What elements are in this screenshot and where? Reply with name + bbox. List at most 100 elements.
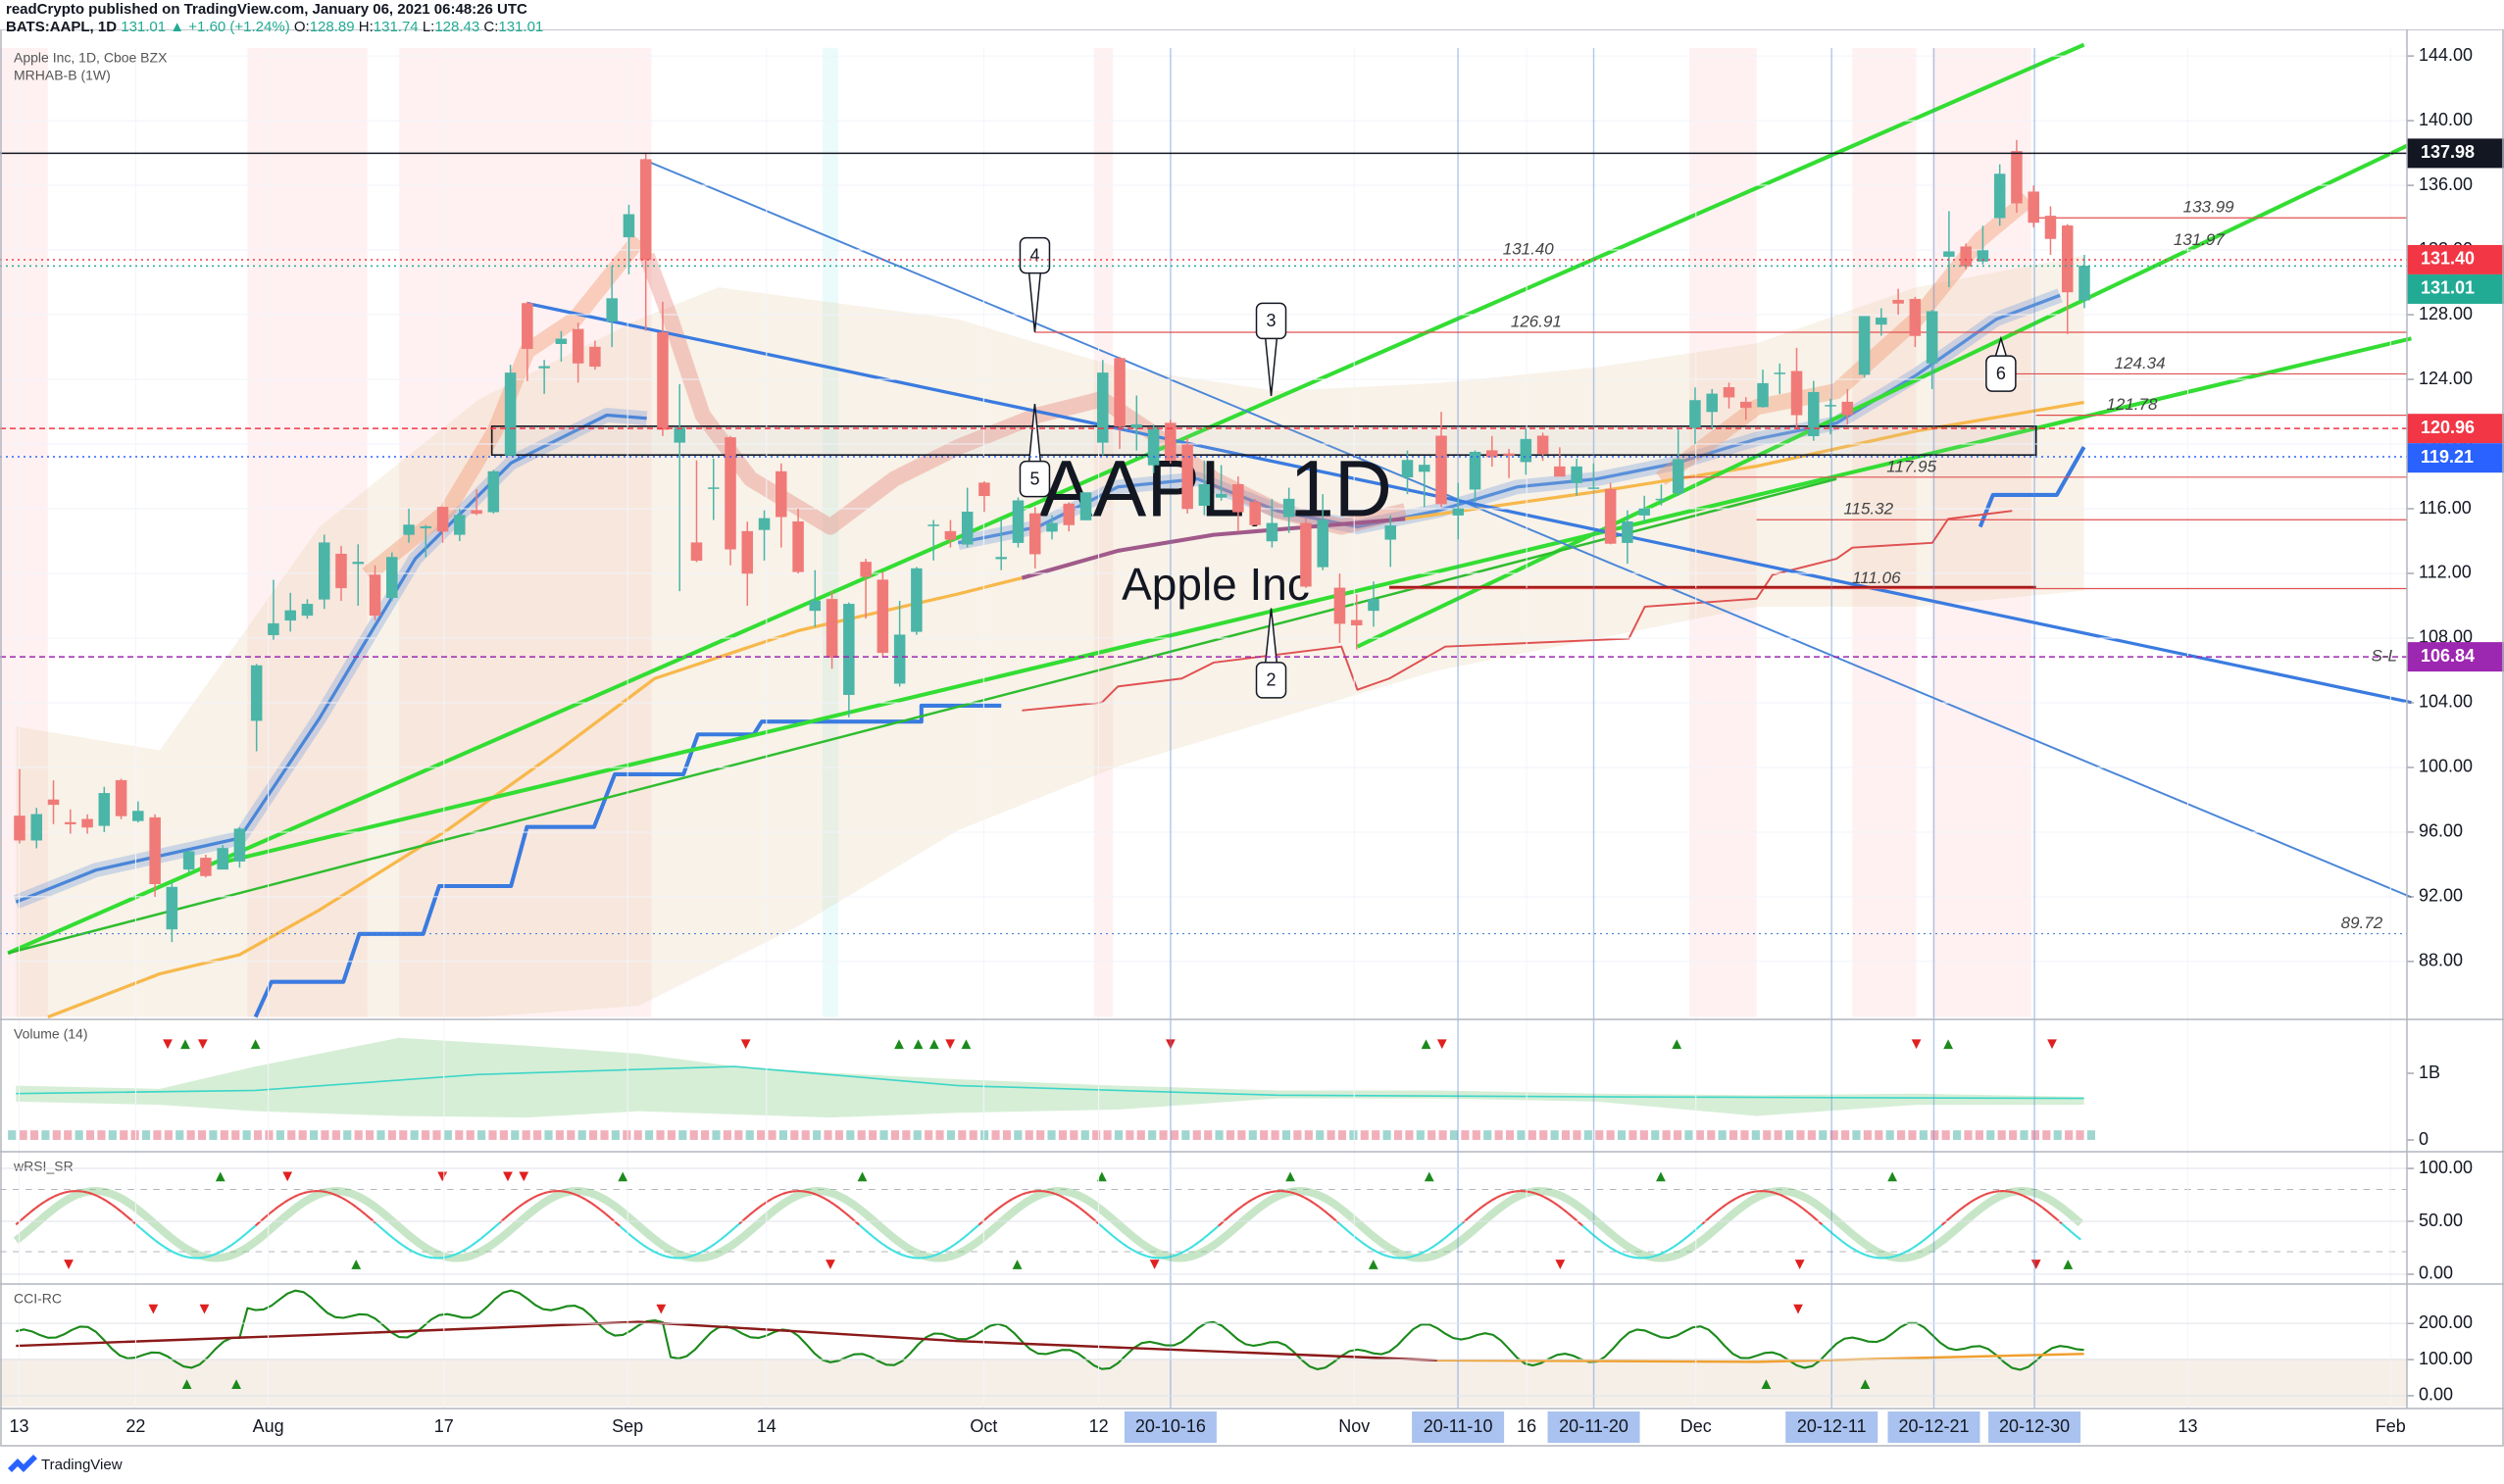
rsi-line — [25, 1211, 31, 1217]
candle-body — [436, 507, 449, 532]
rsi-line — [1931, 1228, 1938, 1235]
rsi-line — [1749, 1190, 1756, 1194]
candle-body — [369, 574, 381, 617]
date-tag-box — [1124, 1411, 1217, 1443]
rsi-line — [1165, 1256, 1172, 1260]
candle-body — [284, 610, 296, 621]
rsi-line — [355, 1206, 362, 1212]
rsi-line — [1213, 1224, 1220, 1231]
candle-body — [504, 372, 517, 456]
y-tick-label: 0.00 — [2419, 1385, 2453, 1405]
rsi-line — [829, 1201, 836, 1207]
y-tick-label: 96.00 — [2419, 821, 2463, 841]
volume-strip — [1639, 1130, 1648, 1140]
volume-strip — [321, 1130, 329, 1140]
ma-line — [15, 413, 647, 904]
candle-body — [690, 542, 703, 562]
rsi-line — [767, 1197, 774, 1203]
candle-body — [132, 811, 144, 821]
rsi-line — [1027, 1190, 1032, 1194]
signal-marker — [1793, 1304, 1803, 1314]
rsi-line — [499, 1217, 506, 1224]
rsi-line — [1965, 1201, 1972, 1207]
rsi-line — [580, 1196, 587, 1201]
rsi-line — [1553, 1201, 1560, 1208]
rsi-line — [1299, 1194, 1306, 1199]
rsi-line — [892, 1249, 898, 1255]
rsi-line — [1610, 1247, 1617, 1253]
rsi-line — [1112, 1235, 1119, 1241]
candle-body — [657, 331, 669, 430]
candle-body — [318, 542, 330, 600]
volume-strip — [980, 1130, 989, 1140]
rsi-line — [1045, 1190, 1051, 1194]
rsi-line — [29, 1208, 36, 1213]
rsi-line — [1629, 1256, 1636, 1260]
rsi-line — [1807, 1211, 1814, 1217]
volume-strip — [1126, 1130, 1134, 1140]
volume-strip — [1986, 1130, 1995, 1140]
rsi-line — [1462, 1217, 1469, 1224]
rsi-line — [1955, 1208, 1962, 1214]
candle-body — [522, 303, 533, 349]
volume-strip — [778, 1130, 787, 1140]
volume-strip — [846, 1130, 855, 1140]
candle-body — [1350, 619, 1363, 626]
volume-strip — [1573, 1130, 1581, 1140]
price-tag — [2407, 138, 2504, 169]
volume-strip — [946, 1130, 956, 1140]
candle-body — [1368, 599, 1379, 612]
rsi-line — [772, 1195, 778, 1200]
candle-body — [725, 437, 736, 550]
rsi-line — [39, 1201, 46, 1207]
volume-strip — [1281, 1130, 1291, 1140]
rsi-line — [298, 1192, 304, 1196]
rsi-line — [1994, 1190, 2000, 1193]
volume-strip — [656, 1130, 665, 1140]
rsi-line — [1356, 1238, 1364, 1244]
volume-strip — [1875, 1130, 1883, 1140]
rsi-line — [566, 1191, 573, 1195]
callout-pointer — [1027, 271, 1042, 332]
signal-marker — [1285, 1171, 1295, 1182]
rsi-line — [1797, 1204, 1804, 1210]
rsi-line — [383, 1230, 391, 1237]
rsi-line — [202, 1256, 208, 1260]
volume-strip — [97, 1130, 106, 1140]
date-tag-box — [1785, 1411, 1878, 1443]
rsi-line — [129, 1218, 137, 1225]
volume-strip — [813, 1130, 822, 1140]
volume-strip — [1617, 1130, 1627, 1140]
candle-body — [115, 779, 127, 816]
volume-strip — [1953, 1130, 1962, 1140]
volume-strip — [1807, 1130, 1816, 1140]
rsi-line — [863, 1228, 870, 1234]
rsi-line — [1811, 1215, 1819, 1221]
rsi-line — [1658, 1251, 1665, 1256]
candle-body — [2061, 225, 2074, 293]
rsi-line — [2061, 1222, 2068, 1229]
rsi-line — [207, 1254, 213, 1259]
date-tag-box — [1988, 1411, 2081, 1443]
volume-strip — [1327, 1130, 1335, 1140]
volume-strip — [623, 1130, 631, 1140]
rsi-line — [1673, 1242, 1679, 1249]
rsi-line — [1678, 1239, 1684, 1245]
candle-body — [2028, 191, 2039, 223]
candle-body — [708, 487, 720, 489]
candle-body — [1503, 453, 1515, 456]
date-tag: 20-11-10 — [1424, 1416, 1493, 1436]
rsi-line — [393, 1238, 400, 1244]
candle-body — [1638, 508, 1650, 516]
rsi-line — [681, 1256, 687, 1260]
volume-strip — [2076, 1130, 2084, 1140]
rsi-line — [1231, 1209, 1238, 1214]
signal-marker — [1149, 1260, 1160, 1269]
rsi-line — [92, 1193, 98, 1198]
rsi-line — [1428, 1245, 1435, 1251]
date-tag: 20-12-30 — [1999, 1416, 2070, 1436]
rsi-line — [134, 1222, 142, 1229]
rsi-line — [2036, 1203, 2043, 1209]
volume-strip — [1651, 1130, 1660, 1140]
signal-marker — [181, 1379, 192, 1390]
